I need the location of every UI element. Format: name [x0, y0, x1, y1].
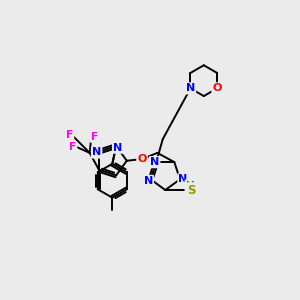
Text: O: O [212, 83, 222, 93]
Text: N: N [178, 174, 188, 184]
Text: F: F [69, 142, 76, 152]
Text: N: N [92, 148, 101, 158]
Text: S: S [187, 184, 196, 196]
Text: N: N [144, 176, 153, 186]
Text: F: F [66, 130, 73, 140]
Text: O: O [137, 154, 147, 164]
Text: H: H [186, 181, 194, 190]
Text: F: F [91, 132, 98, 142]
Text: N: N [186, 83, 195, 93]
Text: N: N [150, 157, 159, 167]
Text: N: N [113, 142, 122, 153]
